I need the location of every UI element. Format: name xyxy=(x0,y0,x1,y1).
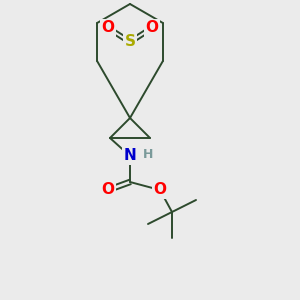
Text: H: H xyxy=(143,148,153,160)
Text: S: S xyxy=(124,34,136,50)
Text: O: O xyxy=(154,182,166,197)
Text: O: O xyxy=(101,182,115,197)
Text: O: O xyxy=(101,20,115,35)
Text: N: N xyxy=(124,148,136,164)
Text: O: O xyxy=(146,20,158,35)
